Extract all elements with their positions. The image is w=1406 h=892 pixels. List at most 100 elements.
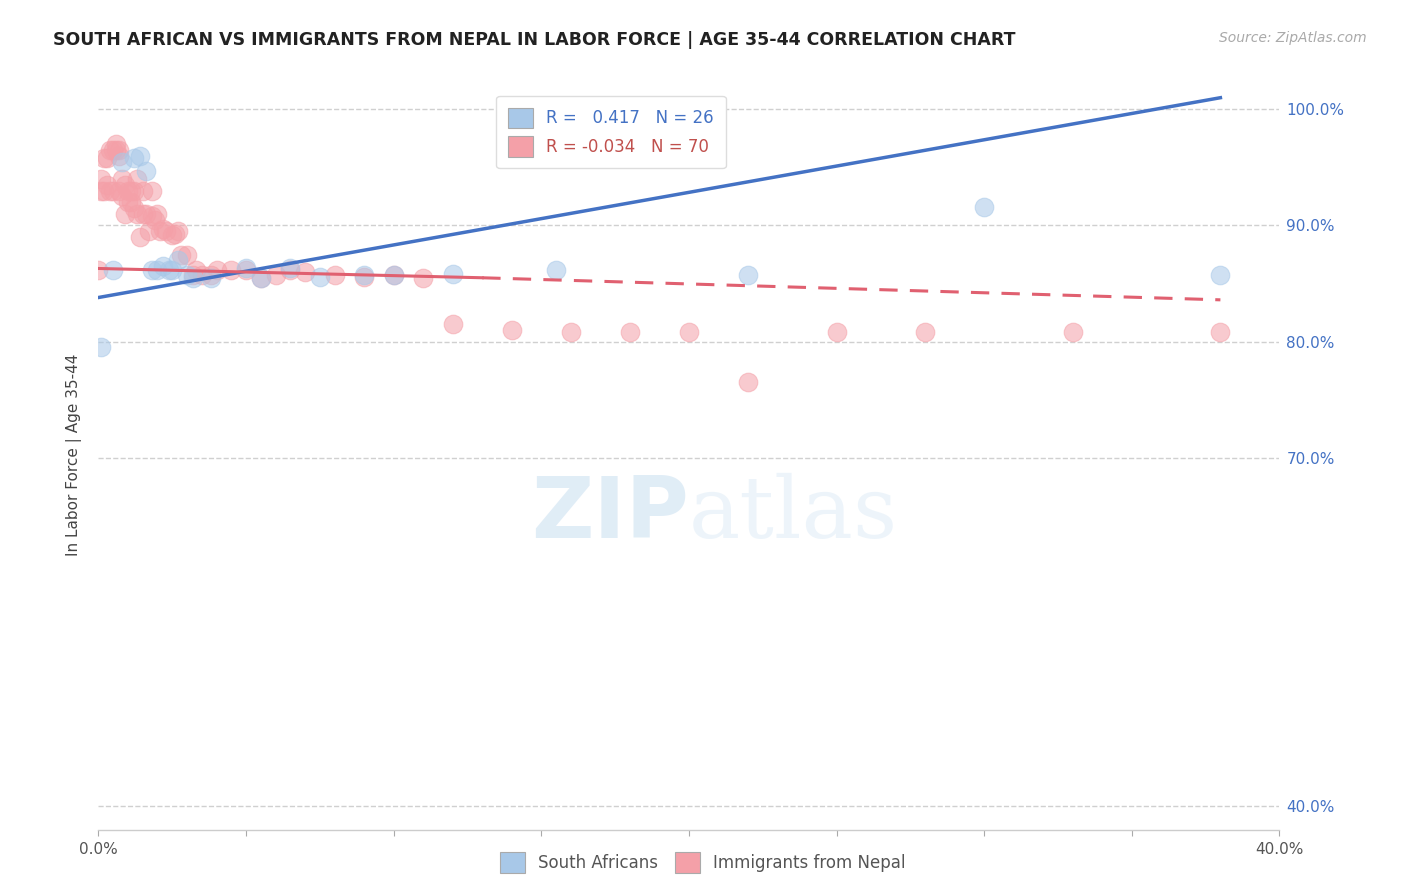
Point (152, 222, 174, 236)
Point (382, 268, 405, 283)
Point (191, 268, 214, 283)
Point (152, 259, 174, 273)
Point (141, 262, 163, 277)
Point (280, 261, 302, 276)
Point (205, 262, 228, 277)
Point (165, 227, 187, 241)
Point (737, 268, 759, 283)
Point (105, 137, 128, 152)
Point (96, 151, 118, 165)
Point (138, 224, 160, 238)
Point (181, 270, 204, 285)
Point (90, 184, 112, 198)
Point (103, 143, 125, 157)
Point (120, 195, 142, 210)
Text: ZIP: ZIP (531, 474, 689, 557)
Point (1209, 326, 1232, 340)
Point (93, 184, 115, 198)
Point (176, 268, 198, 283)
Point (167, 253, 190, 268)
Legend: R =   0.417   N = 26, R = -0.034   N = 70: R = 0.417 N = 26, R = -0.034 N = 70 (496, 96, 725, 169)
Point (120, 184, 142, 198)
Point (560, 326, 582, 340)
Point (250, 270, 273, 285)
Point (914, 326, 936, 340)
Point (108, 184, 131, 198)
Point (93, 151, 115, 165)
Point (141, 209, 163, 223)
Point (141, 184, 163, 198)
Point (146, 262, 169, 277)
Point (280, 262, 302, 277)
Point (117, 195, 139, 210)
Point (200, 268, 222, 283)
Point (170, 247, 193, 261)
Point (122, 201, 145, 215)
Point (132, 207, 155, 221)
Point (111, 189, 134, 203)
Point (146, 207, 169, 221)
Point (135, 207, 157, 221)
Point (176, 247, 198, 261)
Point (132, 184, 155, 198)
Point (184, 262, 207, 277)
Point (294, 265, 316, 279)
Point (149, 224, 172, 238)
Point (619, 326, 641, 340)
Point (441, 317, 464, 331)
Point (125, 207, 148, 221)
Point (103, 262, 125, 277)
Point (353, 269, 375, 284)
Point (111, 172, 134, 186)
Point (737, 376, 759, 390)
Point (235, 262, 257, 277)
Point (103, 184, 125, 198)
Point (441, 267, 464, 281)
Point (143, 212, 166, 227)
Point (162, 227, 183, 242)
Point (382, 268, 405, 283)
Point (108, 143, 131, 157)
Point (135, 164, 157, 178)
Point (309, 269, 332, 284)
Point (501, 323, 523, 337)
Text: Source: ZipAtlas.com: Source: ZipAtlas.com (1219, 31, 1367, 45)
Point (114, 207, 136, 221)
Point (167, 224, 190, 238)
Point (353, 268, 375, 283)
Point (200, 270, 222, 285)
Point (162, 262, 183, 277)
Point (98, 184, 121, 198)
Point (155, 224, 177, 238)
Point (412, 270, 434, 285)
Point (221, 262, 243, 277)
Point (98, 143, 121, 157)
Point (125, 172, 148, 186)
Point (825, 326, 848, 340)
Point (973, 200, 995, 214)
Point (90, 341, 112, 355)
Point (181, 268, 204, 283)
Text: SOUTH AFRICAN VS IMMIGRANTS FROM NEPAL IN LABOR FORCE | AGE 35-44 CORRELATION CH: SOUTH AFRICAN VS IMMIGRANTS FROM NEPAL I… (53, 31, 1017, 49)
Point (96, 178, 118, 192)
Point (1209, 268, 1232, 283)
Point (1062, 326, 1084, 340)
Point (128, 149, 150, 163)
Text: atlas: atlas (689, 474, 898, 557)
Point (87, 262, 110, 277)
Point (90, 172, 112, 186)
Point (122, 184, 145, 198)
Point (122, 151, 145, 165)
Point (111, 154, 134, 169)
Point (235, 261, 257, 276)
Point (157, 262, 180, 277)
Point (250, 270, 273, 285)
Point (264, 268, 287, 283)
Point (105, 143, 128, 157)
Point (323, 268, 346, 283)
Point (546, 262, 568, 277)
Point (128, 230, 150, 244)
Point (114, 178, 136, 192)
Point (108, 149, 131, 163)
Point (678, 326, 700, 340)
